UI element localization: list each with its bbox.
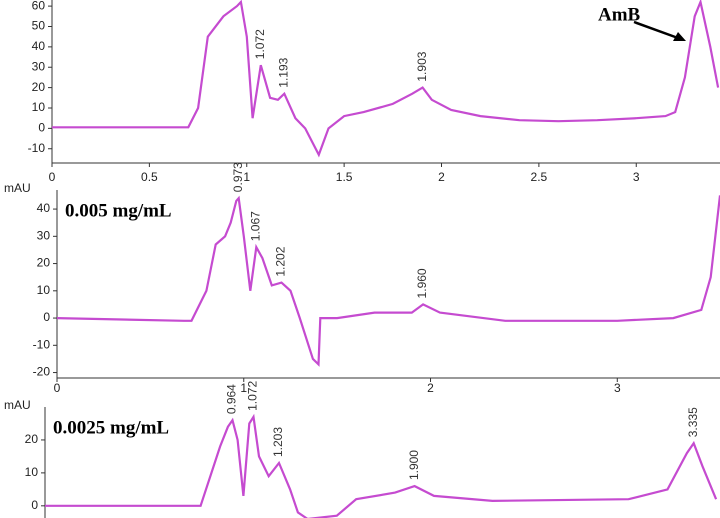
y-tick-label: 30 (37, 228, 51, 242)
peak-label: 1.067 (248, 211, 262, 241)
x-tick-label: 1 (243, 170, 250, 184)
peak-label: 1.202 (274, 246, 288, 276)
y-tick-label: 0 (43, 310, 50, 324)
peak-label: 1.903 (415, 51, 429, 81)
peak-label: 1.203 (271, 427, 285, 457)
peak-label: 0.973 (231, 162, 245, 192)
x-tick-label: 1 (240, 381, 247, 395)
peak-label: 1.960 (415, 268, 429, 298)
y-tick-label: 50 (32, 19, 46, 33)
peak-label: 3.335 (686, 407, 700, 437)
x-tick-label: 1.5 (336, 170, 353, 184)
y-tick-label: 60 (32, 0, 46, 12)
y-tick-label: 0 (38, 121, 45, 135)
y-tick-label: 40 (37, 201, 51, 215)
peak-label: 1.193 (277, 57, 291, 87)
y-tick-label: 30 (32, 59, 46, 73)
panel-title: 0.0025 mg/mL (53, 417, 169, 438)
x-tick-label: 3 (614, 381, 621, 395)
y-tick-label: 40 (32, 39, 46, 53)
annotation-arrow (633, 20, 679, 40)
x-tick-label: 2 (438, 170, 445, 184)
y-tick-label: -20 (33, 365, 51, 379)
y-axis-label: mAU (4, 398, 31, 412)
peak-label: 1.900 (407, 450, 421, 480)
y-tick-label: -10 (33, 337, 51, 351)
x-tick-label: 2.5 (531, 170, 548, 184)
x-tick-label: 0 (49, 170, 56, 184)
x-tick-label: 3 (633, 170, 640, 184)
peak-label: 1.072 (253, 29, 267, 59)
y-tick-label: 10 (32, 100, 46, 114)
peak-label: 1.072 (246, 381, 260, 411)
y-tick-label: 10 (37, 283, 51, 297)
trace (56, 195, 720, 367)
x-tick-label: 0 (54, 381, 61, 395)
trace (45, 413, 718, 518)
y-tick-label: -10 (28, 141, 46, 155)
y-tick-label: 10 (25, 465, 39, 479)
peak-label: 0.964 (225, 384, 239, 414)
x-tick-label: 2 (427, 381, 434, 395)
y-tick-label: 20 (37, 256, 51, 270)
annotation-arrowhead (673, 32, 686, 41)
y-tick-label: 20 (25, 432, 39, 446)
y-tick-label: 0 (31, 498, 38, 512)
annotation: AmB (598, 4, 641, 25)
panel-title: 0.005 mg/mL (65, 200, 172, 221)
y-tick-label: 20 (32, 80, 46, 94)
y-axis-label: mAU (4, 181, 31, 195)
x-tick-label: 0.5 (141, 170, 158, 184)
trace (52, 0, 720, 158)
